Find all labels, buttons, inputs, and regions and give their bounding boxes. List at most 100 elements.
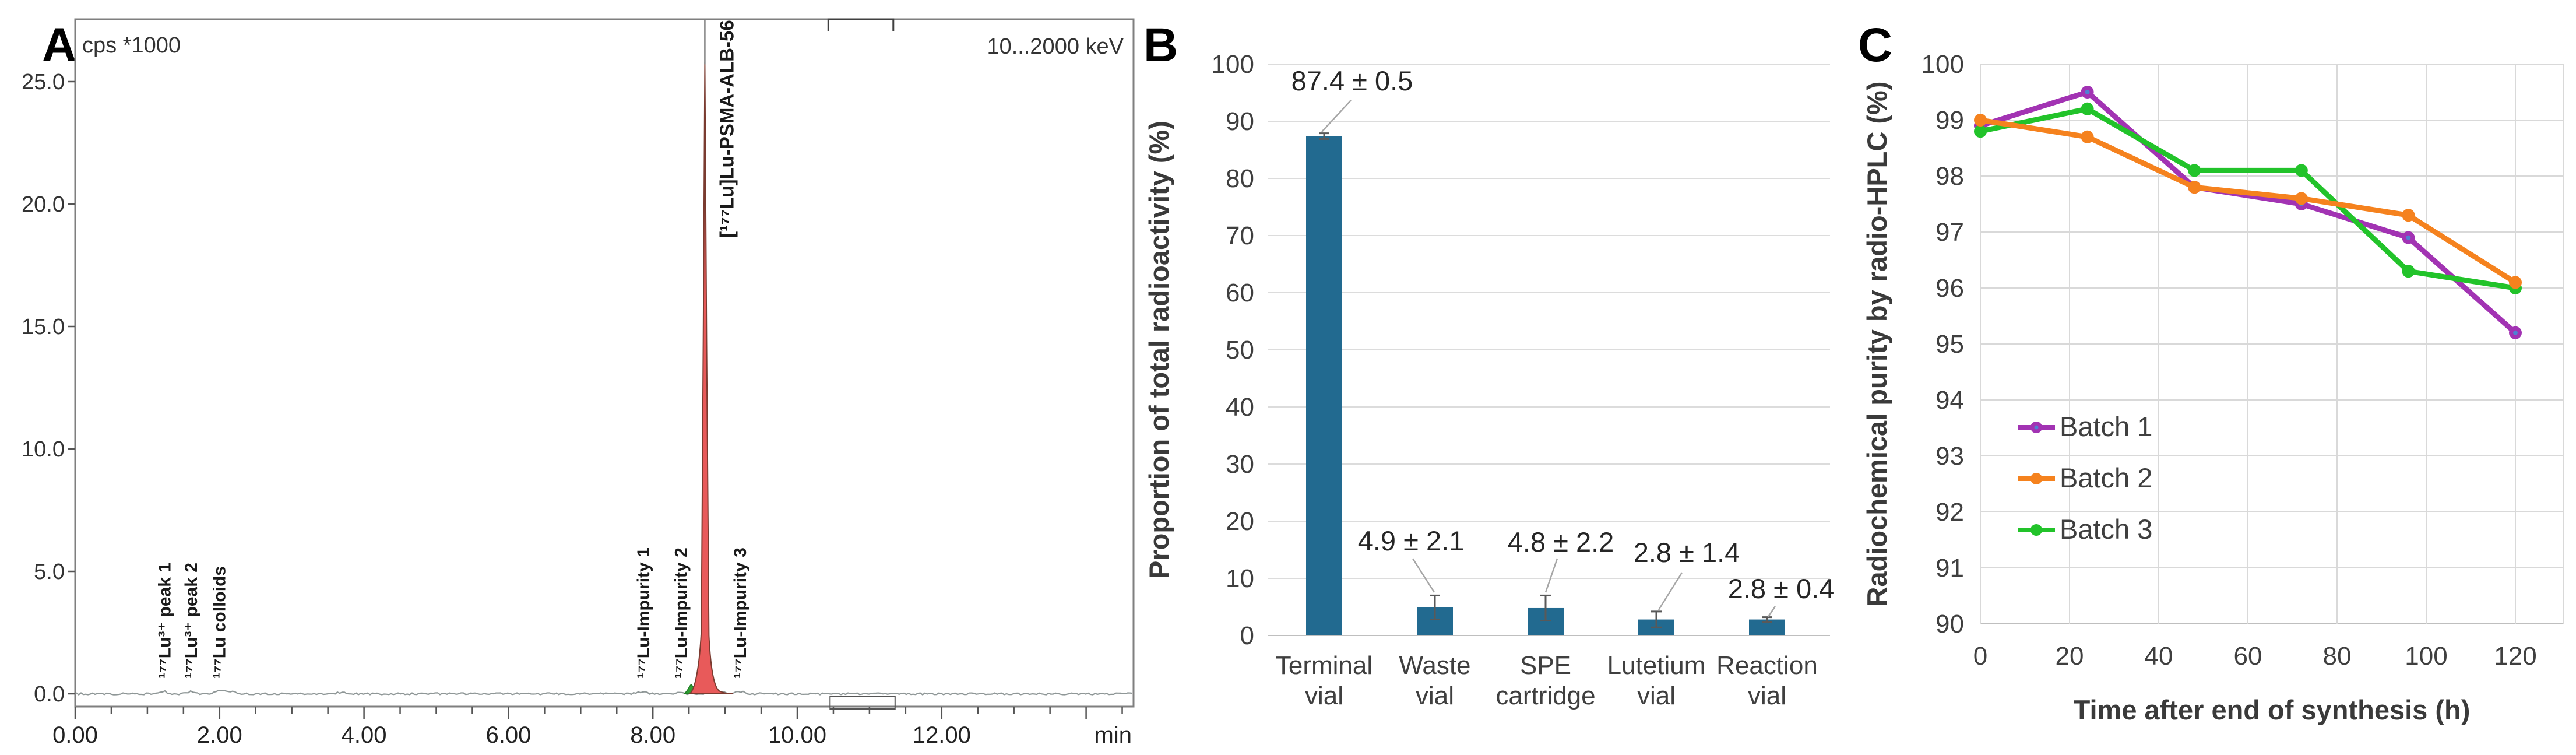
peak-annotation: ¹⁷⁷Lu³⁺ peak 2 <box>182 563 201 679</box>
data-point <box>2295 192 2308 205</box>
y-tick-label: 60 <box>1226 279 1254 307</box>
data-point <box>2402 209 2415 222</box>
category-label-line2: vial <box>1305 682 1343 710</box>
y-tick-label: 92 <box>1935 498 1964 526</box>
y-tick-label: 95 <box>1935 330 1964 359</box>
x-tick-label: 100 <box>2405 642 2447 670</box>
data-point <box>2188 181 2201 194</box>
category-label-line2: vial <box>1416 682 1454 710</box>
x-tick-label: 2.00 <box>197 722 242 748</box>
value-label-leader <box>1321 100 1352 132</box>
x-tick-label: 8.00 <box>630 722 675 748</box>
panel-b-bar-chart: B 0 10 20 30 40 50 60 70 80 90 100 87.4 ± 0.5 4.9 ± 2… <box>1143 19 1834 710</box>
y-tick-label: 99 <box>1935 106 1964 135</box>
category-label-line1: Lutetium <box>1607 651 1706 680</box>
y-tick-label: 90 <box>1226 107 1254 136</box>
y-tick-label: 30 <box>1226 450 1254 479</box>
category-label-line2: vial <box>1748 682 1786 710</box>
peak-annotation: ¹⁷⁷Lu³⁺ peak 1 <box>155 563 174 679</box>
y-tick-label: 91 <box>1935 554 1964 582</box>
data-point-center <box>2406 235 2411 240</box>
bar-value-label: 4.9 ± 2.1 <box>1358 525 1465 556</box>
legend-item-batch-2: Batch 2 <box>2060 462 2152 493</box>
legend-marker <box>2030 473 2042 484</box>
x-tick-label: 12.00 <box>913 722 971 748</box>
series-line-batch-1 <box>1977 89 2518 336</box>
data-point <box>2081 102 2094 115</box>
energy-window-label: 10...2000 keV <box>987 34 1124 59</box>
category-label-line1: SPE <box>1520 651 1571 680</box>
peak-annotation: ¹⁷⁷Lu-Impurity 1 <box>634 547 653 679</box>
baseline-trace <box>76 689 1133 696</box>
y-tick-label: 98 <box>1935 162 1964 191</box>
data-point <box>2402 265 2415 278</box>
y-tick-label: 25.0 <box>22 70 65 94</box>
y-tick-label: 70 <box>1226 222 1254 250</box>
category-label-line1: Reaction <box>1716 651 1818 680</box>
bar-value-label: 4.8 ± 2.2 <box>1508 526 1614 557</box>
detector-counts-title: cps *1000 <box>82 33 181 58</box>
y-tick-label: 10.0 <box>22 437 65 462</box>
value-label-leader <box>1657 572 1683 610</box>
value-label-leader <box>1412 558 1435 593</box>
category-label-line2: vial <box>1637 682 1676 710</box>
panel-c-line-chart: C 90 91 92 93 94 95 96 97 98 99 100 0 20 40 60 80 100 120 B… <box>1858 19 2564 725</box>
value-label-leader <box>1767 606 1776 617</box>
bar-value-label: 2.8 ± 1.4 <box>1634 537 1740 568</box>
y-tick-label: 0.0 <box>34 682 65 707</box>
x-tick-label: 20 <box>2056 642 2084 670</box>
category-label-line2: cartridge <box>1495 682 1595 710</box>
y-tick-label: 80 <box>1226 164 1254 193</box>
data-point-center <box>2085 90 2090 94</box>
data-point <box>2509 276 2522 289</box>
panel-a-chromatogram: A 0.0 5.0 10.0 15.0 20.0 25.0 0.00 2.00 4.00 6.00 8… <box>22 18 1135 748</box>
panel-c-x-axis-title: Time after end of synthesis (h) <box>2074 694 2471 725</box>
y-tick-label: 15.0 <box>22 315 65 339</box>
data-point <box>2188 164 2201 177</box>
y-tick-label: 0 <box>1240 621 1254 650</box>
y-tick-label: 50 <box>1226 336 1254 364</box>
bar-value-label: 2.8 ± 0.4 <box>1728 573 1835 604</box>
y-tick-label: 100 <box>1922 50 1964 79</box>
y-tick-label: 20.0 <box>22 192 65 217</box>
x-tick-label: 6.00 <box>485 722 531 748</box>
panel-c-y-axis-title: Radiochemical purity by radio-HPLC (%) <box>1861 82 1892 607</box>
x-tick-label: 80 <box>2323 642 2352 670</box>
x-tick-label: 120 <box>2494 642 2536 670</box>
bar-value-label: 87.4 ± 0.5 <box>1291 65 1413 96</box>
legend-marker <box>2030 524 2042 536</box>
x-tick-label: 10.00 <box>768 722 826 748</box>
x-tick-label: 60 <box>2234 642 2262 670</box>
y-tick-label: 97 <box>1935 218 1964 247</box>
y-tick-label: 5.0 <box>34 560 65 584</box>
value-label-leader <box>1544 558 1558 593</box>
y-tick-label: 90 <box>1935 610 1964 638</box>
y-tick-label: 10 <box>1226 564 1254 593</box>
y-tick-label: 96 <box>1935 274 1964 303</box>
y-tick-label: 20 <box>1226 507 1254 536</box>
x-tick-label: 4.00 <box>342 722 387 748</box>
y-tick-label: 100 <box>1212 50 1254 79</box>
panel-c-label: C <box>1858 19 1892 72</box>
panel-b-label: B <box>1143 19 1178 72</box>
region-marker-top-bracket <box>827 18 895 31</box>
category-label-line1: Waste <box>1399 651 1470 680</box>
data-point <box>2295 164 2308 177</box>
main-peak-annotation: [¹⁷⁷Lu]Lu-PSMA-ALB-56 <box>716 20 737 238</box>
data-point <box>2081 130 2094 143</box>
legend-item-batch-1: Batch 1 <box>2060 411 2152 442</box>
peak-annotation: ¹⁷⁷Lu colloids <box>210 566 230 679</box>
y-tick-label: 40 <box>1226 393 1254 422</box>
x-axis-unit-label: min <box>1095 722 1132 748</box>
series-line-batch-2 <box>1977 117 2518 285</box>
category-label-line1: Terminal <box>1276 651 1373 680</box>
region-marker-baseline-box <box>829 696 896 710</box>
main-peak <box>688 62 733 694</box>
y-tick-label: 93 <box>1935 442 1964 470</box>
data-point <box>1974 114 1987 127</box>
data-point-center <box>2513 330 2518 335</box>
peak-annotation: ¹⁷⁷Lu-Impurity 3 <box>731 547 750 679</box>
x-tick-label: 40 <box>2145 642 2173 670</box>
